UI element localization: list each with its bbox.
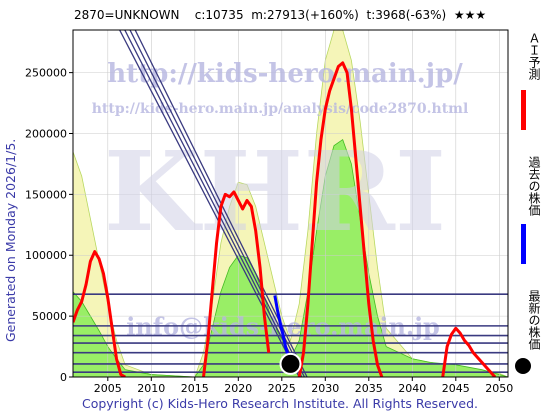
legend-latest-label: 最新の株価 — [527, 290, 541, 350]
chart-axes — [72, 29, 509, 378]
y-tick-label-50000: 50000 — [32, 310, 67, 323]
header-c: c:10735 — [194, 8, 244, 22]
ai-forecast-line-2 — [202, 190, 271, 377]
chart-header: 2870=UNKNOWN c:10735 m:27913(+160%) t:39… — [74, 8, 486, 22]
x-tick-label-2025: 2025 — [268, 382, 296, 395]
y-tick-label-150000: 150000 — [25, 188, 67, 201]
legend-past-swatch — [521, 224, 526, 264]
ai-forecast-line-4 — [441, 326, 497, 377]
ai-forecast-line-1 — [73, 250, 126, 377]
ai-forecast-line-3 — [297, 61, 384, 377]
header-code: 2870=UNKNOWN — [74, 8, 180, 22]
x-tick-label-2010: 2010 — [137, 382, 165, 395]
legend-latest-marker — [515, 358, 531, 374]
header-t: t:3968(-63%) — [366, 8, 447, 22]
header-m: m:27913(+160%) — [251, 8, 359, 22]
x-tick-label-2005: 2005 — [94, 382, 122, 395]
x-tick-label-2020: 2020 — [224, 382, 252, 395]
watermark-logo: KHRI — [104, 127, 446, 256]
watermark: KHRI http://kids-hero.main.jp/ http://ki… — [92, 59, 469, 341]
legend-ai-swatch — [521, 90, 526, 130]
x-tick-label-2045: 2045 — [442, 382, 470, 395]
x-tick-label-2040: 2040 — [398, 382, 426, 395]
trend-line-1 — [118, 30, 300, 377]
x-tick-label-2030: 2030 — [311, 382, 339, 395]
generated-label: Generated on Monday 2026/1/5. — [3, 92, 23, 342]
y-tick-label-250000: 250000 — [25, 67, 67, 80]
watermark-url2: http://kids-hero.main.jp/analysis/code28… — [92, 101, 469, 117]
tick-labels: 2005 2010 2015 2020 2025 2030 2035 2040 2045 2050… — [25, 67, 513, 395]
legend: ＡＩ予測 過去の株価 最新の株価 — [512, 28, 552, 388]
x-tick-label-2050: 2050 — [485, 382, 513, 395]
legend-past-label: 過去の株価 — [527, 156, 541, 216]
chart-series — [73, 61, 497, 377]
watermark-url: http://kids-hero.main.jp/ — [107, 59, 463, 89]
x-tick-label-2035: 2035 — [355, 382, 383, 395]
y-tick-label-0: 0 — [60, 371, 67, 384]
latest-price-marker — [279, 352, 302, 375]
plot-frame — [72, 29, 509, 378]
x-tick-label-2015: 2015 — [181, 382, 209, 395]
y-tick-label-100000: 100000 — [25, 249, 67, 262]
trend-line-2 — [124, 30, 303, 377]
copyright: Copyright (c) Kids-Hero Research Institu… — [81, 396, 479, 411]
legend-ai-label: ＡＩ予測 — [527, 32, 541, 80]
y-tick-label-200000: 200000 — [25, 127, 67, 140]
generated-text: Generated on Monday 2026/1/5. — [3, 138, 18, 342]
trend-line-3 — [129, 30, 306, 377]
header-stars: ★★★ — [453, 8, 487, 22]
